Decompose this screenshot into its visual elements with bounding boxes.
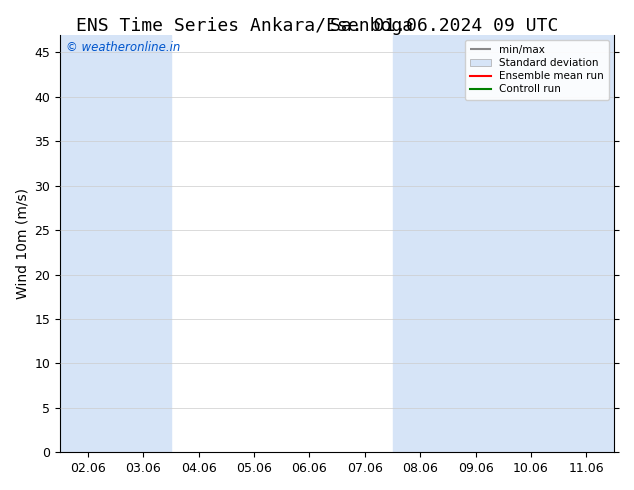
Legend: min/max, Standard deviation, Ensemble mean run, Controll run: min/max, Standard deviation, Ensemble me… xyxy=(465,40,609,99)
Text: Sa. 01.06.2024 09 UTC: Sa. 01.06.2024 09 UTC xyxy=(330,17,558,35)
Bar xyxy=(392,35,448,452)
Bar xyxy=(503,35,559,452)
Y-axis label: Wind 10m (m/s): Wind 10m (m/s) xyxy=(15,188,29,299)
Bar xyxy=(559,35,614,452)
Text: © weatheronline.in: © weatheronline.in xyxy=(66,41,180,54)
Bar xyxy=(115,35,171,452)
Text: ENS Time Series Ankara/Esenboga: ENS Time Series Ankara/Esenboga xyxy=(76,17,413,35)
Bar xyxy=(60,35,115,452)
Bar xyxy=(448,35,503,452)
